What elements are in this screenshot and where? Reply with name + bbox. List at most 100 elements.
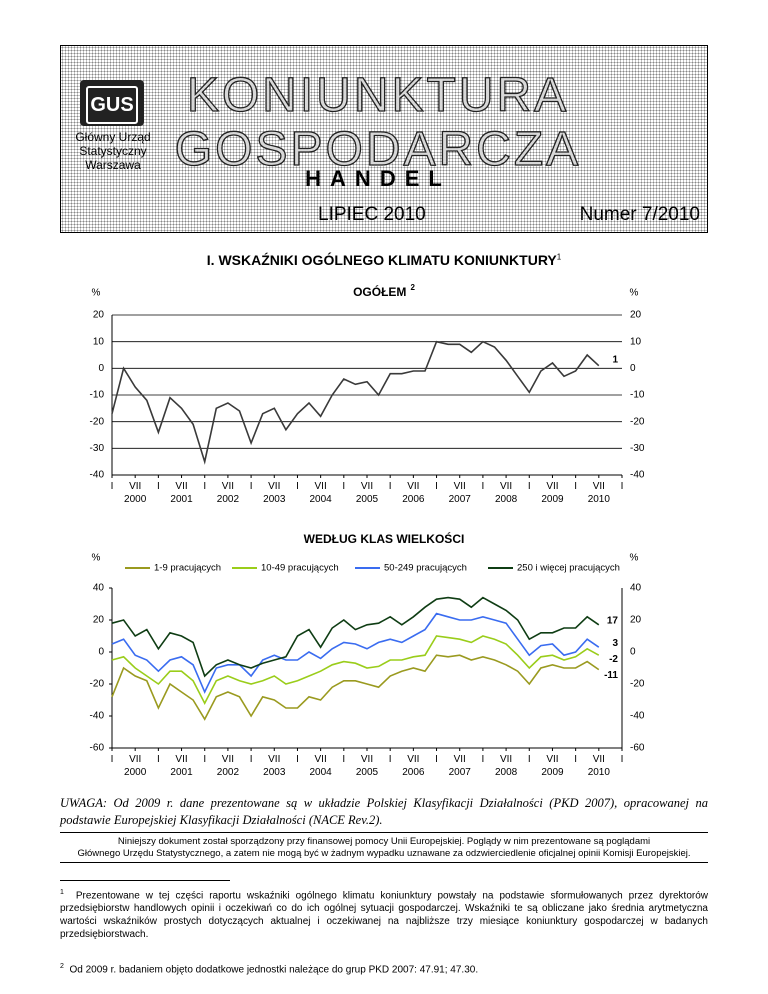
x-tick-label: I bbox=[482, 481, 485, 492]
logo-text: GUS bbox=[86, 86, 138, 124]
x-tick-label: I bbox=[342, 481, 345, 492]
x-tick-label: VII bbox=[593, 754, 605, 765]
x-tick-label: VII bbox=[546, 481, 558, 492]
y-tick-label: -40 bbox=[630, 470, 645, 481]
x-tick-label: I bbox=[482, 754, 485, 765]
x-tick-label: I bbox=[342, 754, 345, 765]
x-tick-label: I bbox=[574, 481, 577, 492]
institution-line: Statystyczny bbox=[79, 144, 147, 158]
series-line bbox=[111, 635, 600, 705]
title-line: KONIUNKTURA bbox=[186, 68, 570, 122]
y-tick-label: -40 bbox=[90, 470, 105, 481]
series-line bbox=[111, 596, 600, 678]
section-title-text: I. WSKAŹNIKI OGÓLNEGO KLIMATU KONIUNKTUR… bbox=[206, 252, 557, 268]
note: UWAGA: Od 2009 r. dane prezentowane są w… bbox=[60, 796, 708, 827]
y-tick-label: 0 bbox=[98, 363, 104, 374]
end-value-label: 1 bbox=[612, 354, 618, 365]
x-tick-label: I bbox=[621, 754, 624, 765]
year-label: 2010 bbox=[588, 767, 611, 778]
series-line bbox=[111, 340, 600, 465]
subtitle: HANDEL bbox=[305, 166, 451, 191]
footnote-mark: 1 bbox=[60, 889, 64, 896]
year-label: 2005 bbox=[356, 767, 379, 778]
x-tick-label: VII bbox=[593, 481, 605, 492]
end-value-label: 3 bbox=[612, 638, 618, 649]
y-tick-label: 20 bbox=[93, 615, 105, 626]
x-tick-label: I bbox=[296, 481, 299, 492]
x-tick-label: I bbox=[111, 481, 114, 492]
footnote-mark: 2 bbox=[60, 963, 64, 970]
legend-label: 250 i więcej pracujących bbox=[517, 563, 620, 574]
footnote-rule bbox=[60, 880, 230, 881]
chart: OGÓŁEM 2% % -40 -40 -30 -30 -20 -20 -10 -10 0 0 10 10 2… bbox=[90, 283, 645, 505]
end-value-label: -2 bbox=[609, 654, 618, 665]
x-tick-label: VII bbox=[129, 481, 141, 492]
year-label: 2005 bbox=[356, 494, 379, 505]
y-tick-label: -20 bbox=[90, 679, 105, 690]
year-label: 2006 bbox=[402, 767, 425, 778]
y-tick-label: 0 bbox=[630, 363, 636, 374]
y-tick-label: -40 bbox=[630, 711, 645, 722]
footnote: 2 Od 2009 r. badaniem objęto dodatkowe j… bbox=[60, 960, 708, 976]
year-label: 2008 bbox=[495, 494, 518, 505]
y-tick-label: 10 bbox=[93, 336, 105, 347]
year-label: 2007 bbox=[449, 494, 472, 505]
legend-label: 10-49 pracujących bbox=[261, 563, 339, 574]
year-label: 2001 bbox=[170, 494, 193, 505]
y-tick-label: -10 bbox=[90, 390, 105, 401]
x-tick-label: I bbox=[435, 481, 438, 492]
y-unit: % bbox=[92, 553, 101, 564]
section-title: I. WSKAŹNIKI OGÓLNEGO KLIMATU KONIUNKTUR… bbox=[0, 252, 768, 268]
x-tick-label: I bbox=[296, 754, 299, 765]
y-unit: % bbox=[92, 288, 101, 299]
chart-title: OGÓŁEM 2 bbox=[353, 283, 415, 299]
x-tick-label: I bbox=[621, 481, 624, 492]
year-label: 2010 bbox=[588, 494, 611, 505]
x-tick-label: I bbox=[389, 481, 392, 492]
y-tick-label: 20 bbox=[630, 310, 642, 321]
x-tick-label: VII bbox=[361, 481, 373, 492]
y-tick-label: -20 bbox=[630, 679, 645, 690]
y-tick-label: 0 bbox=[630, 647, 636, 658]
x-tick-label: I bbox=[528, 754, 531, 765]
y-tick-label: -30 bbox=[90, 443, 105, 454]
y-tick-label: 20 bbox=[630, 615, 642, 626]
x-tick-label: VII bbox=[222, 481, 234, 492]
issue-month: LIPIEC 2010 bbox=[318, 204, 426, 225]
x-tick-label: VII bbox=[129, 754, 141, 765]
y-tick-label: 0 bbox=[98, 647, 104, 658]
x-tick-label: I bbox=[574, 754, 577, 765]
title-text: OGÓŁEM bbox=[353, 284, 406, 299]
y-unit: % bbox=[630, 553, 639, 564]
y-tick-label: 40 bbox=[93, 583, 105, 594]
logo: GUS bbox=[80, 80, 144, 126]
year-label: 2002 bbox=[217, 494, 240, 505]
footnote-text: Od 2009 r. badaniem objęto dodatkowe jed… bbox=[69, 964, 479, 976]
x-tick-label: I bbox=[157, 481, 160, 492]
title-line: GOSPODARCZA bbox=[174, 122, 582, 176]
x-tick-label: VII bbox=[268, 754, 280, 765]
x-tick-label: I bbox=[389, 754, 392, 765]
x-tick-label: I bbox=[435, 754, 438, 765]
rule bbox=[60, 832, 708, 833]
footnote-text: Prezentowane w tej części raportu wskaźn… bbox=[60, 890, 708, 941]
x-tick-label: I bbox=[203, 481, 206, 492]
x-tick-label: VII bbox=[361, 754, 373, 765]
year-label: 2007 bbox=[449, 767, 472, 778]
header-box bbox=[60, 45, 708, 233]
year-label: 2004 bbox=[310, 767, 333, 778]
year-label: 2000 bbox=[124, 494, 147, 505]
x-tick-label: VII bbox=[454, 754, 466, 765]
x-tick-label: VII bbox=[175, 481, 187, 492]
chart: WEDŁUG KLAS WIELKOŚCI% %-60 -60-40 -40-20 -2… bbox=[90, 531, 645, 778]
x-tick-label: I bbox=[203, 754, 206, 765]
disclaimer: Niniejszy dokument został sporządzony pr… bbox=[60, 836, 708, 860]
y-unit: % bbox=[630, 288, 639, 299]
x-tick-label: VII bbox=[500, 754, 512, 765]
year-label: 2003 bbox=[263, 767, 286, 778]
end-value-label: -11 bbox=[604, 670, 618, 681]
chart-title: WEDŁUG KLAS WIELKOŚCI bbox=[304, 531, 465, 546]
x-tick-label: VII bbox=[175, 754, 187, 765]
footnote-ref: 1 bbox=[556, 252, 562, 262]
footnote-ref: 2 bbox=[410, 283, 415, 292]
